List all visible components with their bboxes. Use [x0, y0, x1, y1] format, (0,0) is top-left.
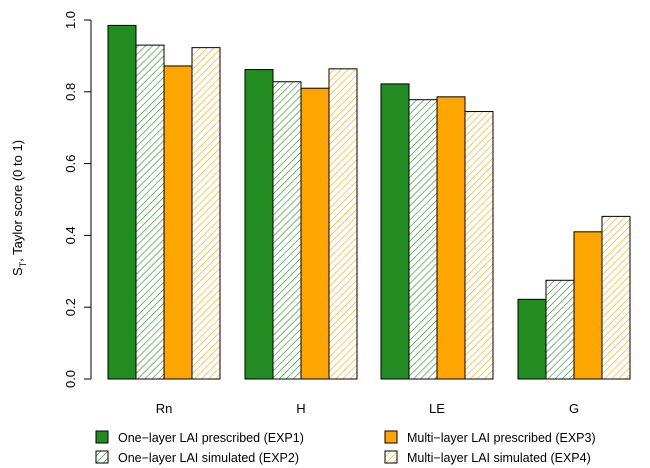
- category-label: LE: [429, 401, 445, 416]
- legend: One−layer LAI prescribed (EXP1) Multi−lay…: [95, 430, 596, 465]
- y-tick-label: 0.8: [63, 83, 78, 101]
- y-tick-label: 0.2: [63, 298, 78, 316]
- category-label: H: [296, 401, 305, 416]
- y-tick-label: 0.4: [63, 226, 78, 244]
- y-axis-title-rest: , Taylor score (0 to 1): [10, 140, 25, 262]
- bar: [244, 69, 274, 380]
- legend-label: One−layer LAI prescribed (EXP1): [118, 431, 304, 445]
- bar: [300, 87, 330, 380]
- y-axis: 0.0 0.2 0.4 0.6 0.8 1.0: [63, 11, 92, 388]
- bar: [464, 111, 494, 380]
- bar: [135, 44, 165, 380]
- bar: [163, 65, 193, 380]
- y-axis-title: ST, Taylor score (0 to 1): [10, 140, 28, 276]
- legend-label: Multi−layer LAI prescribed (EXP3): [407, 431, 596, 445]
- legend-swatch: [95, 430, 109, 444]
- legend-label: Multi−layer LAI simulated (EXP4): [407, 451, 591, 465]
- y-tick-label: 0.6: [63, 155, 78, 173]
- legend-swatch: [384, 430, 398, 444]
- bar: [573, 231, 603, 380]
- bar: [191, 47, 221, 380]
- legend-swatch: [95, 450, 109, 464]
- bar: [517, 298, 547, 380]
- legend-swatch: [384, 450, 398, 464]
- bar: [601, 215, 631, 380]
- y-tick-label: 0.0: [63, 370, 78, 388]
- bar: [272, 81, 302, 380]
- category-label: G: [569, 401, 579, 416]
- bar: [107, 24, 137, 380]
- category-label: Rn: [156, 401, 173, 416]
- legend-label: One−layer LAI simulated (EXP2): [118, 451, 299, 465]
- bar: [436, 96, 466, 380]
- category-labels: Rn H LE G: [156, 401, 579, 416]
- bar: [328, 68, 358, 380]
- y-tick-label: 1.0: [63, 11, 78, 29]
- bar: [380, 83, 410, 380]
- y-axis-title-subscript: T: [18, 261, 28, 267]
- bar: [545, 279, 575, 380]
- bars-group: [107, 24, 631, 380]
- bar: [408, 99, 438, 380]
- y-axis-title-main: S: [10, 267, 25, 276]
